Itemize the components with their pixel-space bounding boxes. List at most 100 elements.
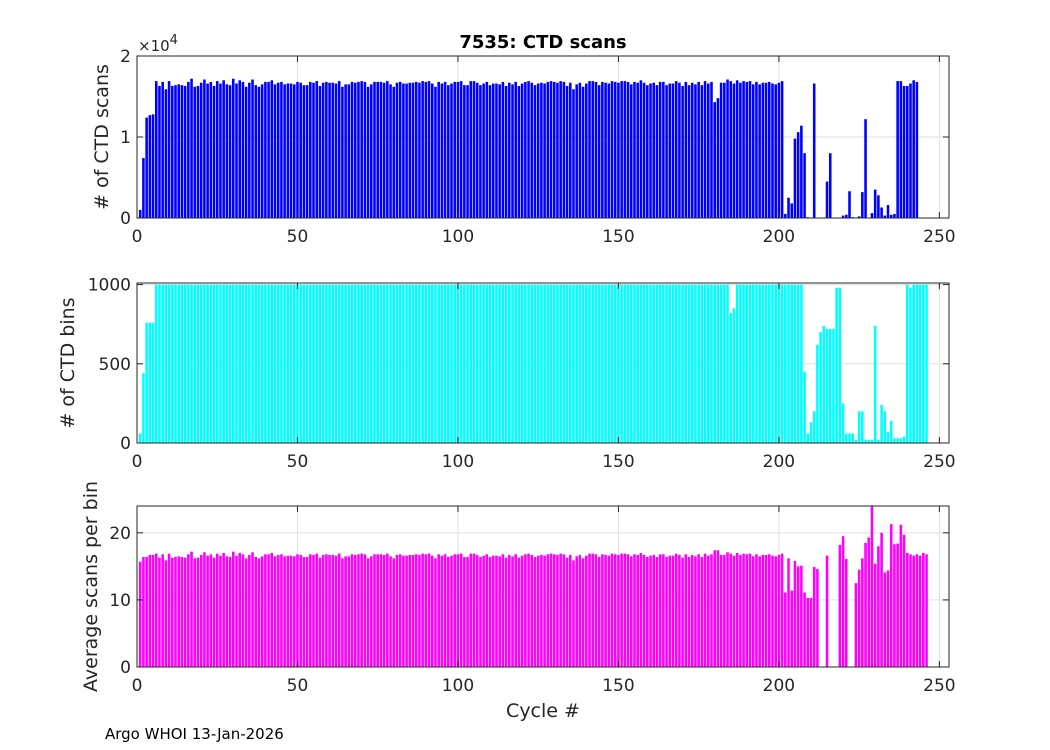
bar xyxy=(665,556,668,667)
bar xyxy=(909,83,912,218)
bar xyxy=(662,284,665,443)
bar xyxy=(187,284,190,443)
bar xyxy=(845,214,848,218)
bar xyxy=(466,556,469,667)
bar xyxy=(145,322,148,443)
bar xyxy=(482,284,485,443)
bar xyxy=(742,284,745,443)
bar xyxy=(463,85,466,218)
bar xyxy=(745,284,749,443)
bar xyxy=(639,80,643,218)
bar xyxy=(151,554,155,667)
bar xyxy=(235,284,238,443)
bar xyxy=(578,284,582,443)
bar xyxy=(418,554,421,667)
bar xyxy=(440,83,444,218)
bar xyxy=(312,284,315,443)
bar xyxy=(360,553,363,667)
bar xyxy=(620,81,623,218)
bar xyxy=(713,102,716,218)
bar xyxy=(816,344,819,443)
bar xyxy=(276,284,280,443)
bar xyxy=(784,213,787,218)
bar xyxy=(315,284,319,443)
bar xyxy=(498,84,501,218)
panel-ctd-bins: 0 50 100 150 200 250 0 500 1000 # of CTD bins xyxy=(57,276,956,472)
bar xyxy=(889,420,893,443)
bar xyxy=(421,81,424,218)
bar xyxy=(581,558,585,667)
bar xyxy=(142,556,145,667)
bar xyxy=(183,557,187,667)
bar xyxy=(748,553,752,667)
bar xyxy=(196,85,200,218)
bar xyxy=(809,597,813,667)
bar xyxy=(620,553,623,667)
bar xyxy=(873,189,877,218)
bar xyxy=(302,556,306,667)
bar xyxy=(854,583,858,667)
bar xyxy=(408,284,412,443)
footer-credit: Argo WHOI 13-Jan-2026 xyxy=(105,725,284,743)
bar xyxy=(488,85,492,218)
bar xyxy=(902,436,906,443)
bar xyxy=(228,556,232,667)
bar xyxy=(411,284,415,443)
bar xyxy=(639,552,643,667)
bar xyxy=(604,284,607,443)
bar xyxy=(453,81,457,218)
bar xyxy=(395,554,399,667)
bar xyxy=(215,284,219,443)
bar xyxy=(607,284,611,443)
bar xyxy=(328,284,331,443)
bar xyxy=(212,85,216,218)
bar xyxy=(508,284,511,443)
bar xyxy=(655,85,659,218)
bar xyxy=(796,566,800,667)
bar xyxy=(411,554,415,667)
bar xyxy=(684,284,688,443)
bar xyxy=(629,84,633,218)
bar xyxy=(222,552,225,667)
bar xyxy=(386,284,389,443)
bar xyxy=(238,552,241,667)
bar xyxy=(533,284,537,443)
bar xyxy=(899,524,903,667)
bar xyxy=(536,555,540,667)
bar xyxy=(796,132,800,218)
bar xyxy=(501,554,505,667)
bar xyxy=(845,558,848,667)
bar xyxy=(453,554,457,667)
bar xyxy=(148,115,152,218)
bar xyxy=(280,284,283,443)
bar xyxy=(469,284,473,443)
bar xyxy=(700,284,704,443)
bar xyxy=(784,592,787,667)
bar xyxy=(511,284,514,443)
bar xyxy=(434,284,437,443)
bar xyxy=(520,284,524,443)
bar xyxy=(812,83,816,218)
x-tick-label: 0 xyxy=(132,676,143,696)
bar xyxy=(475,82,479,218)
bar xyxy=(270,552,274,667)
bar xyxy=(755,554,758,667)
bar xyxy=(174,556,177,667)
bar xyxy=(610,81,614,218)
bar xyxy=(536,83,540,218)
bar xyxy=(472,81,476,218)
bar xyxy=(723,554,726,667)
bar xyxy=(215,553,219,667)
bar xyxy=(530,284,534,443)
bar xyxy=(264,284,267,443)
bar xyxy=(697,554,700,667)
bar xyxy=(273,84,277,218)
bar xyxy=(427,553,431,667)
bar xyxy=(495,83,498,218)
bar xyxy=(504,557,508,667)
bar xyxy=(286,284,290,443)
bar xyxy=(232,284,235,443)
bar xyxy=(373,284,376,443)
bar xyxy=(646,85,649,218)
